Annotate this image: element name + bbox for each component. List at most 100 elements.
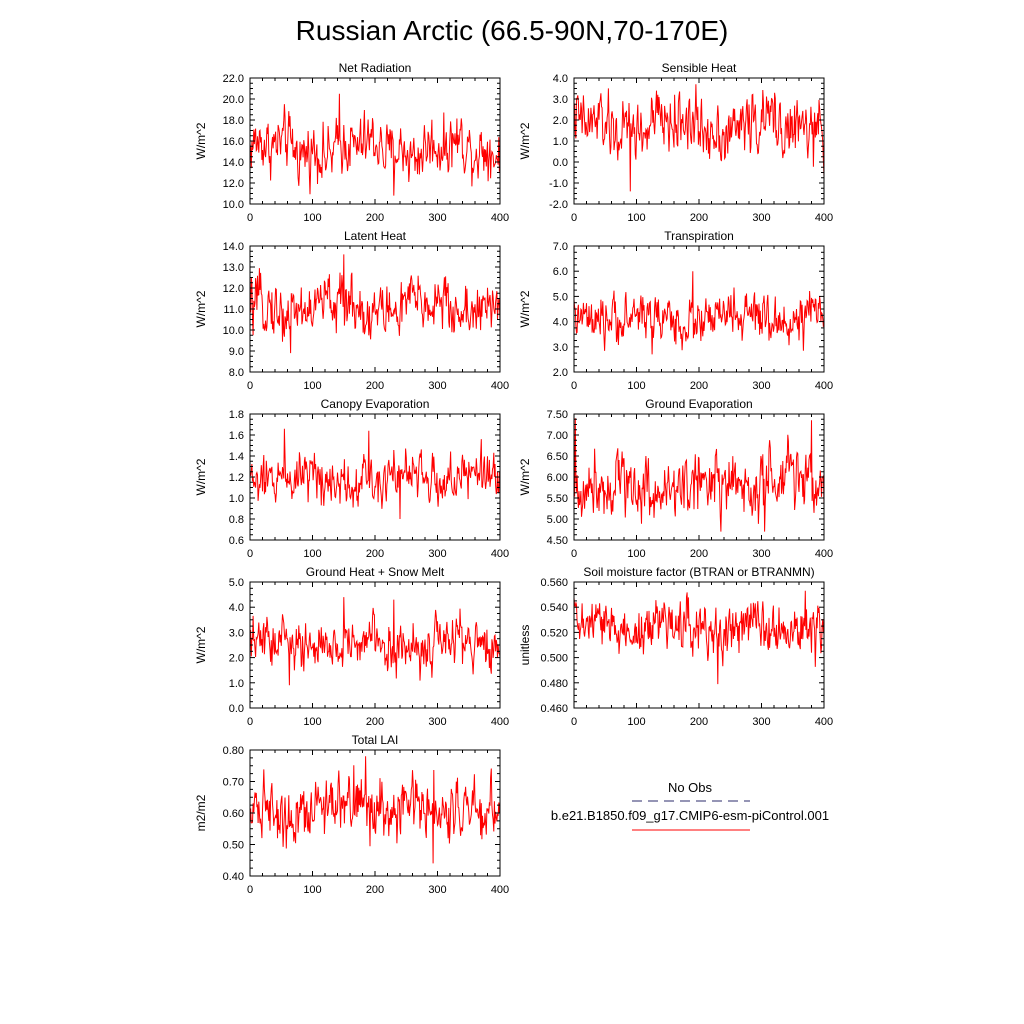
y-tick-label: 0.480: [540, 678, 568, 690]
y-tick-label: 1.8: [229, 409, 244, 421]
y-tick-label: 14.0: [223, 157, 244, 169]
x-tick-label: 200: [366, 884, 384, 896]
x-tick-label: 100: [627, 548, 645, 560]
x-tick-label: 300: [752, 380, 770, 392]
plot-frame: [573, 581, 825, 709]
x-tick-label: 400: [491, 884, 509, 896]
panel-7: 0 100 200 300 400 0.0 1.0 2.0 3.0 4.0 5.0 Ground He…: [194, 565, 509, 728]
panel-1: 0 100 200 300 400 10.0 12.0 14.0 16.0 18.0 20.0 22.…: [194, 61, 509, 224]
x-tick-label: 0: [247, 716, 253, 728]
x-tick-label: 0: [571, 716, 577, 728]
y-tick-label: 5.00: [547, 514, 568, 526]
y-tick-label: 16.0: [223, 136, 244, 148]
y-tick-label: 3.0: [553, 342, 568, 354]
y-tick-label: 0.520: [540, 627, 568, 639]
y-tick-label: 5.0: [553, 291, 568, 303]
x-tick-label: 300: [428, 716, 446, 728]
y-tick-label: 0.50: [223, 840, 244, 852]
x-tick-label: 100: [627, 380, 645, 392]
x-tick-label: 300: [752, 548, 770, 560]
y-tick-label: 1.0: [553, 136, 568, 148]
y-tick-label: 1.4: [229, 451, 244, 463]
panels: 0 100 200 300 400 10.0 12.0 14.0 16.0 18.0 20.0 22.…: [194, 61, 833, 896]
y-tick-label: 7.00: [547, 430, 568, 442]
x-tick-label: 100: [303, 548, 321, 560]
series-line: [573, 590, 825, 685]
y-axis-label: W/m^2: [194, 122, 208, 159]
y-axis-label: W/m^2: [518, 122, 532, 159]
y-tick-label: 0.0: [553, 157, 568, 169]
series-line: [249, 254, 501, 354]
y-tick-label: 7.0: [553, 241, 568, 253]
series-line: [573, 271, 825, 355]
x-tick-label: 400: [815, 716, 833, 728]
x-tick-label: 0: [571, 212, 577, 224]
y-tick-label: -2.0: [549, 199, 568, 211]
panel-2: 0 100 200 300 400 -2.0 -1.0 0.0 1.0 2.0 3.0 4.0 Sens…: [518, 61, 833, 224]
y-tick-label: -1.0: [549, 178, 568, 190]
x-tick-label: 200: [366, 380, 384, 392]
legend-label-model: b.e21.B1850.f09_g17.CMIP6-esm-piControl.…: [551, 808, 829, 823]
x-tick-label: 200: [690, 380, 708, 392]
y-tick-label: 13.0: [223, 262, 244, 274]
y-tick-label: 11.0: [223, 304, 244, 316]
y-tick-label: 12.0: [223, 178, 244, 190]
x-tick-label: 0: [247, 884, 253, 896]
x-tick-label: 200: [366, 716, 384, 728]
x-tick-label: 400: [815, 548, 833, 560]
y-tick-label: 12.0: [223, 283, 244, 295]
x-tick-label: 300: [752, 212, 770, 224]
y-tick-label: 2.0: [229, 653, 244, 665]
y-tick-label: 6.00: [547, 472, 568, 484]
series-line: [249, 756, 501, 864]
panel-5: 0 100 200 300 400 0.6 0.8 1.0 1.2 1.4 1.6 1.8 Canopy…: [194, 397, 509, 560]
panel-title: Ground Heat + Snow Melt: [306, 565, 445, 579]
y-tick-label: 2.0: [553, 367, 568, 379]
y-tick-label: 1.2: [229, 472, 244, 484]
x-tick-label: 400: [815, 212, 833, 224]
y-tick-label: 5.0: [229, 577, 244, 589]
y-tick-label: 0.80: [223, 745, 244, 757]
x-tick-label: 400: [491, 212, 509, 224]
panel-title: Ground Evaporation: [645, 397, 752, 411]
y-tick-label: 0.8: [229, 514, 244, 526]
x-tick-label: 100: [627, 212, 645, 224]
y-axis-label: W/m^2: [194, 458, 208, 495]
x-tick-label: 0: [571, 380, 577, 392]
y-axis-label: W/m^2: [194, 626, 208, 663]
panel-title: Soil moisture factor (BTRAN or BTRANMN): [583, 565, 814, 579]
y-tick-label: 22.0: [223, 73, 244, 85]
y-tick-label: 4.0: [229, 602, 244, 614]
y-axis-label: W/m^2: [518, 290, 532, 327]
y-tick-label: 4.50: [547, 535, 568, 547]
x-tick-label: 400: [491, 548, 509, 560]
y-tick-label: 1.6: [229, 430, 244, 442]
x-tick-label: 100: [303, 716, 321, 728]
series-line: [573, 84, 825, 192]
y-tick-label: 6.50: [547, 451, 568, 463]
panel-title: Transpiration: [664, 229, 734, 243]
y-tick-label: 0.460: [540, 703, 568, 715]
x-tick-label: 300: [428, 884, 446, 896]
y-tick-label: 10.0: [223, 325, 244, 337]
x-tick-label: 300: [428, 548, 446, 560]
y-tick-label: 3.0: [229, 627, 244, 639]
y-tick-label: 1.0: [229, 678, 244, 690]
x-tick-label: 200: [366, 212, 384, 224]
panel-6: 0 100 200 300 400 4.50 5.00 5.50 6.00 6.50 7.00 7.5…: [518, 397, 833, 560]
y-tick-label: 0.500: [540, 653, 568, 665]
x-tick-label: 0: [247, 380, 253, 392]
x-tick-label: 100: [303, 884, 321, 896]
panel-3: 0 100 200 300 400 8.0 9.0 10.0 11.0 12.0 13.0 14.0 L…: [194, 229, 509, 392]
y-tick-label: 9.0: [229, 346, 244, 358]
y-axis-label: unitless: [518, 625, 532, 666]
x-tick-label: 200: [690, 716, 708, 728]
y-tick-label: 0.0: [229, 703, 244, 715]
series-line: [573, 418, 825, 532]
panel-9: 0 100 200 300 400 0.40 0.50 0.60 0.70 0.80 Total L…: [194, 733, 509, 896]
y-tick-label: 0.560: [540, 577, 568, 589]
panel-title: Total LAI: [352, 733, 399, 747]
panel-4: 0 100 200 300 400 2.0 3.0 4.0 5.0 6.0 7.0 Transpira…: [518, 229, 833, 392]
x-tick-label: 200: [366, 548, 384, 560]
panel-title: Sensible Heat: [662, 61, 737, 75]
